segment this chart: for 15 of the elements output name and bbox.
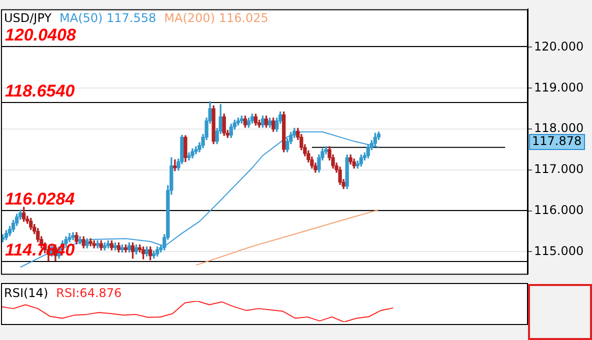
ref-line-label: 116.0284 xyxy=(5,190,76,209)
text: MA(50) 117.558 xyxy=(60,11,156,25)
chart-title: RSI(14) xyxy=(4,286,48,300)
y-tick-label: 117.000 xyxy=(534,162,584,176)
y-tick-label: 115.000 xyxy=(534,244,584,258)
text: 117.878 xyxy=(532,134,582,148)
text: MA(200) 116.025 xyxy=(164,11,268,25)
series-label: RSI:64.876 xyxy=(56,286,122,300)
ref-line-label: 118.6540 xyxy=(5,82,76,101)
y-tick-label: 119.000 xyxy=(534,80,584,94)
y-tick-label: 120.000 xyxy=(534,39,584,54)
ref-line-label: 120.0408 xyxy=(5,26,76,45)
y-tick-label: 118.000 xyxy=(534,121,584,136)
chart-title: USD/JPY xyxy=(4,11,52,25)
y-tick-label: 116.000 xyxy=(534,202,584,217)
